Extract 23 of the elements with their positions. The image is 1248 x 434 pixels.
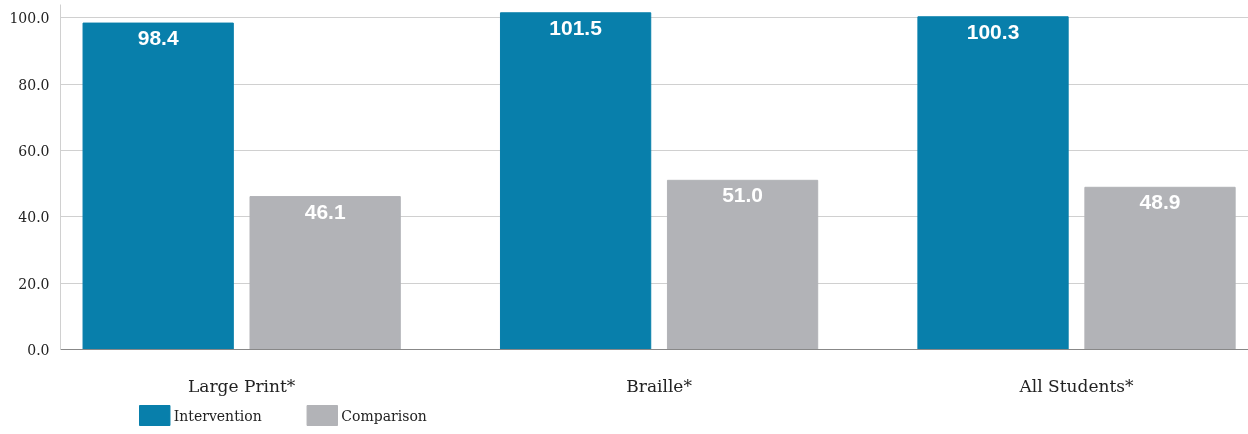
bar	[499, 12, 652, 350]
y-tick-label: 80.0	[18, 76, 50, 93]
bar	[666, 179, 819, 350]
legend-label: Comparison	[341, 407, 427, 424]
bar	[249, 196, 401, 350]
data-label: 98.4	[137, 26, 179, 50]
y-tick-label: 100.0	[9, 10, 50, 27]
y-tick-label: 0.0	[27, 342, 50, 358]
legend-label: Intervention	[173, 407, 262, 424]
data-label: 51.0	[722, 183, 764, 207]
x-tick-label: All Students*	[1018, 375, 1134, 396]
data-label: 100.3	[966, 19, 1020, 43]
data-label: 48.9	[1139, 190, 1181, 214]
bar	[917, 16, 1069, 350]
y-tick-label: 40.0	[18, 209, 50, 226]
x-tick-label: Large Print*	[188, 375, 296, 396]
data-label: 46.1	[304, 199, 346, 223]
data-label: 101.5	[549, 15, 603, 39]
x-tick-label: Braille*	[626, 375, 693, 396]
y-tick-label: 20.0	[18, 275, 50, 292]
bar	[1084, 186, 1236, 350]
bar	[82, 22, 234, 350]
y-tick-label: 60.0	[18, 142, 50, 159]
